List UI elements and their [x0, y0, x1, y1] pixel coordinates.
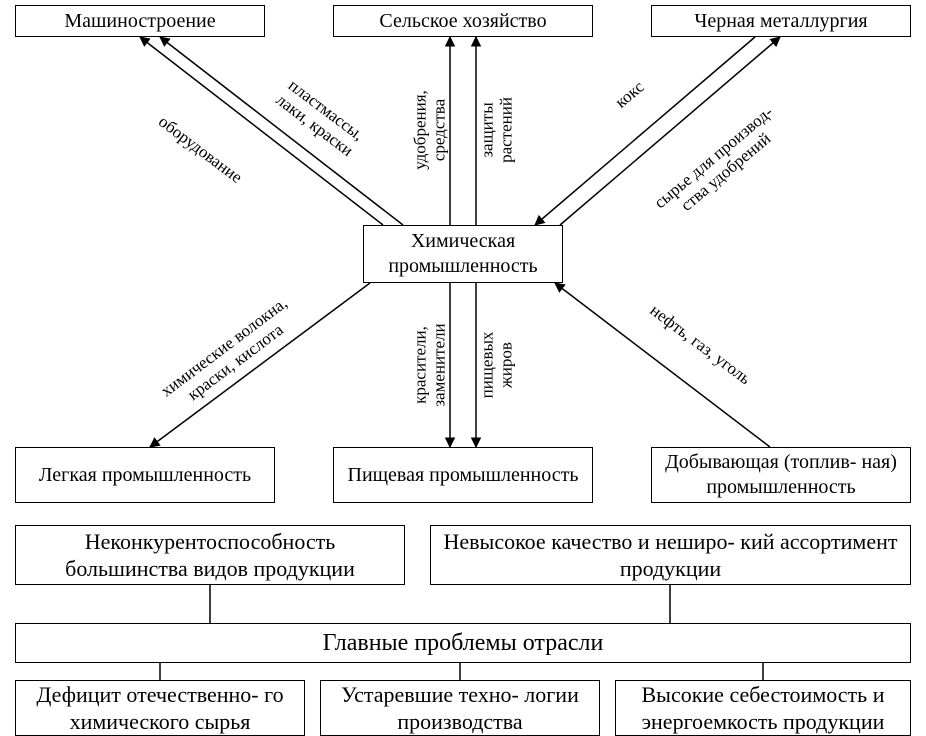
edge-label-e9: пищевых жиров — [478, 332, 515, 399]
label: Дефицит отечественно- го химического сыр… — [22, 681, 298, 736]
edge-label-e3: удобрения, средства — [411, 90, 448, 170]
node-center: Химическая промышленность — [363, 225, 563, 283]
node-problem-bot-right: Высокие себестоимость и энергоемкость пр… — [615, 680, 911, 736]
node-problem-top-left: Неконкурентоспособность большинства видо… — [15, 525, 405, 585]
label: Химическая промышленность — [370, 229, 556, 279]
node-bot-left: Легкая промышленность — [15, 447, 275, 503]
label: Машиностроение — [64, 9, 215, 34]
edge-label-e10: нефть, газ, уголь — [646, 301, 754, 389]
node-bot-mid: Пищевая промышленность — [333, 447, 593, 503]
node-problem-bot-left: Дефицит отечественно- го химического сыр… — [15, 680, 305, 736]
edge-label-e7: химические волокна, краски, кислота — [158, 294, 303, 416]
edge-label-e1: оборудование — [155, 113, 246, 188]
node-problem-bot-mid: Устаревшие техно- логии производства — [320, 680, 600, 736]
label: Неконкурентоспособность большинства видо… — [22, 528, 398, 583]
node-top-right: Черная металлургия — [651, 5, 911, 37]
label: Высокие себестоимость и энергоемкость пр… — [622, 681, 904, 736]
edge-label-e5: кокс — [612, 78, 648, 112]
edge-label-e8: красители, заменители — [411, 323, 448, 406]
node-problem-main: Главные проблемы отрасли — [15, 623, 911, 663]
label: Добывающая (топлив- ная) промышленность — [658, 450, 904, 500]
label: Невысокое качество и неширо- кий ассорти… — [437, 528, 904, 583]
label: Черная металлургия — [694, 9, 867, 34]
node-top-left: Машиностроение — [15, 5, 265, 37]
label: Легкая промышленность — [39, 463, 251, 488]
edge-label-e6: сырье для производ- ства удобрений — [651, 103, 789, 227]
node-bot-right: Добывающая (топлив- ная) промышленность — [651, 447, 911, 503]
label: Пищевая промышленность — [348, 463, 579, 488]
edge-label-e2: пластмассы, лаки, краски — [272, 76, 367, 161]
node-problem-top-right: Невысокое качество и неширо- кий ассорти… — [430, 525, 911, 585]
node-top-mid: Сельское хозяйство — [333, 5, 593, 37]
edge-label-e4: защиты растений — [478, 97, 515, 163]
label: Сельское хозяйство — [379, 9, 546, 34]
label: Главные проблемы отрасли — [323, 628, 604, 658]
edge-e5 — [535, 37, 755, 225]
label: Устаревшие техно- логии производства — [327, 681, 593, 736]
